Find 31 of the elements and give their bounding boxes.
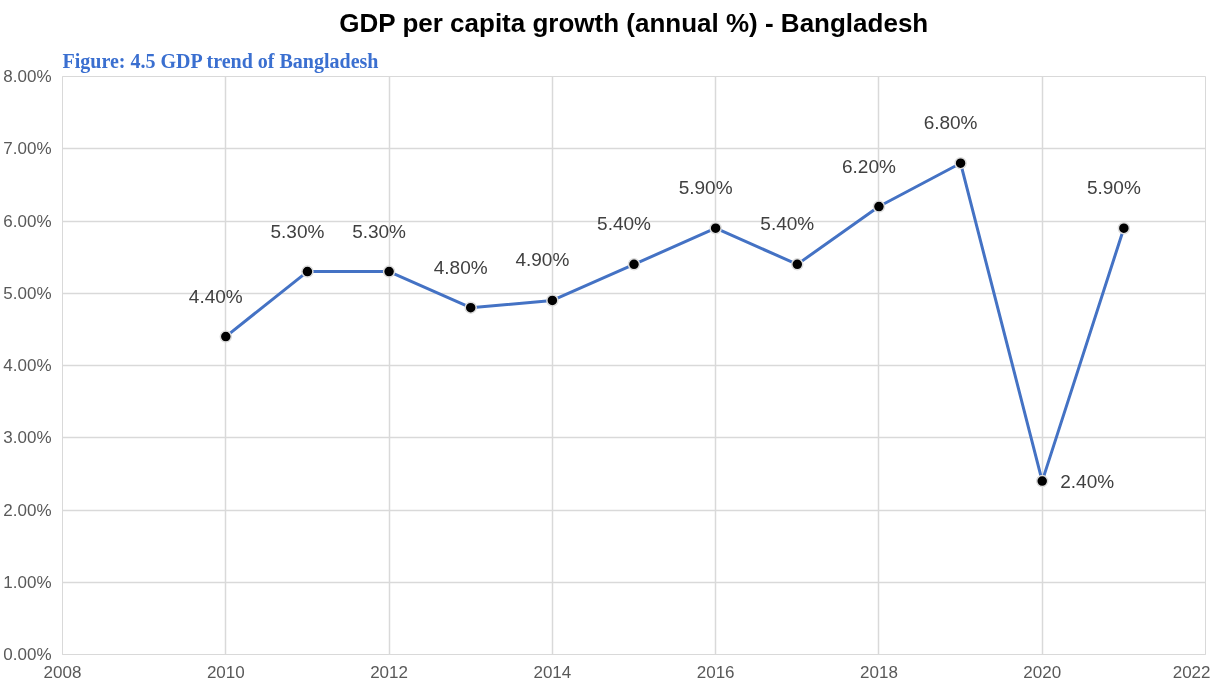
data-label: 6.80% [923,112,978,134]
x-tick-label: 2022 [1172,662,1211,682]
y-tick-label: 1.00% [3,572,52,592]
x-tick-label: 2016 [696,662,735,682]
y-tick-label: 6.00% [3,211,52,231]
data-label: 5.40% [597,213,652,235]
data-label: 5.90% [1086,177,1141,199]
x-tick-label: 2012 [370,662,408,682]
x-tick-label: 2014 [533,662,572,682]
data-label: 4.80% [433,256,488,278]
data-label: 5.40% [760,213,815,235]
y-tick-label: 4.00% [3,356,52,375]
x-tick-label: 2010 [206,662,245,682]
y-tick-label: 0.00% [3,645,52,664]
data-label: 4.90% [515,249,570,271]
data-label: 6.20% [841,155,896,177]
data-label: 4.40% [188,285,243,307]
x-tick-label: 2020 [1023,662,1062,682]
y-tick-label: 7.00% [3,139,52,159]
data-label: 2.40% [1060,470,1115,492]
chart-title: GDP per capita growth (annual %) - Bangladesh [339,7,929,38]
text: Figure: 4.5 GDP trend of Bangladesh [62,49,379,73]
x-tick-label: 2008 [43,662,82,682]
x-tick-label: 2018 [860,662,898,682]
y-tick-label: 5.00% [3,283,52,303]
y-tick-label: 8.00% [3,67,52,86]
data-label: 5.30% [352,220,407,242]
y-tick-label: 2.00% [3,500,52,520]
data-label: 5.90% [678,177,733,199]
data-label: 5.30% [270,220,325,242]
y-tick-label: 3.00% [3,428,52,448]
